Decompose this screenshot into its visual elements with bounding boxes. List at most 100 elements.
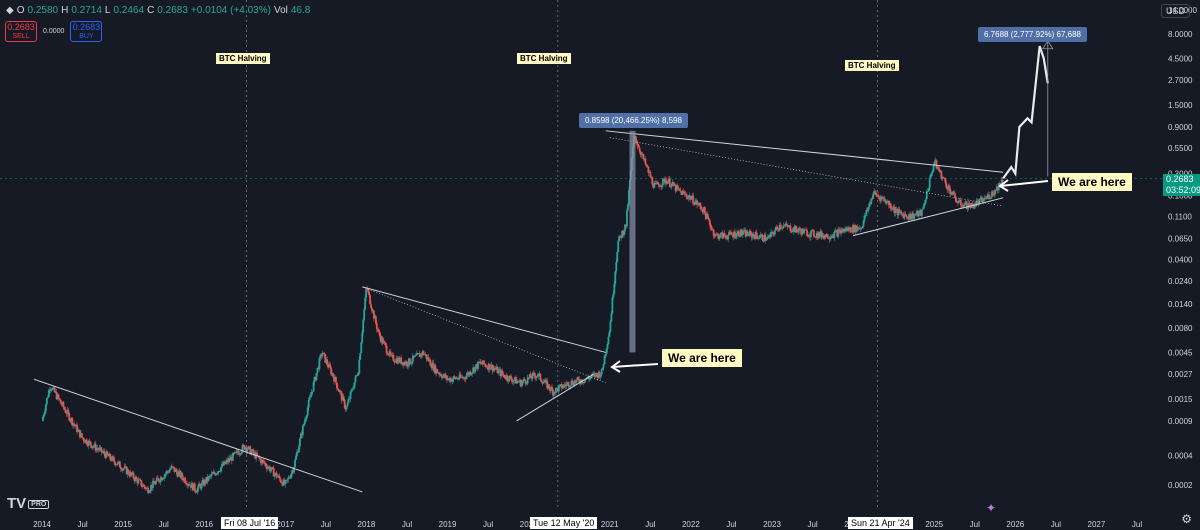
y-tick-label: 8.0000: [1168, 30, 1193, 39]
candle-body: [503, 374, 506, 378]
candle-body: [368, 291, 370, 295]
candle-body: [186, 483, 188, 486]
candle-body: [432, 362, 435, 371]
last-price-tag: 0.2683 03:52:09: [1163, 174, 1200, 196]
candle-body: [89, 441, 92, 446]
candle-body: [576, 377, 579, 380]
candle-body: [570, 380, 573, 386]
candle-body: [404, 361, 406, 365]
y-tick-label: 0.0045: [1168, 348, 1193, 357]
candle-body: [104, 454, 107, 458]
candle-body: [421, 351, 424, 356]
candle-body: [217, 471, 220, 474]
x-tick-label: 2026: [1006, 520, 1024, 529]
candle-body: [812, 230, 815, 237]
candle-body: [744, 230, 747, 237]
candle-body: [343, 399, 346, 408]
candle-body: [71, 418, 74, 426]
candle-body: [458, 374, 461, 379]
candle-body: [862, 220, 865, 227]
candle-body: [185, 482, 187, 484]
candle-body: [752, 234, 755, 236]
candle-body: [234, 451, 237, 453]
candle-body: [342, 396, 345, 400]
candle-body: [674, 184, 677, 191]
candle-body: [938, 169, 941, 172]
candle-body: [928, 178, 931, 188]
candle-body: [602, 364, 605, 368]
candle-body: [276, 476, 279, 478]
candle-body: [521, 380, 524, 383]
candle-body: [935, 160, 938, 169]
candle-body: [779, 224, 782, 228]
candle-body: [195, 492, 198, 493]
candle-body: [660, 186, 662, 187]
tradingview-logo[interactable]: TV PRO: [7, 495, 50, 512]
candle-body: [825, 233, 828, 237]
candle-body: [582, 382, 585, 384]
candle-body: [895, 208, 898, 210]
candle-body: [232, 453, 235, 454]
candle-body: [218, 471, 221, 472]
candle-body: [348, 398, 351, 400]
sell-price: 0.2683: [7, 22, 35, 32]
x-tick-label: 2019: [439, 520, 457, 529]
candle-body: [337, 389, 340, 392]
candle-body: [180, 473, 183, 478]
candle-body: [385, 345, 388, 354]
candle-body: [876, 194, 879, 196]
candle-body: [227, 459, 229, 463]
candle-body: [401, 362, 404, 364]
candle-body: [426, 357, 429, 359]
candle-body: [917, 210, 919, 216]
candle-body: [266, 467, 269, 469]
candle-body: [675, 185, 678, 191]
candle-body: [574, 380, 577, 383]
candle-body: [200, 482, 203, 489]
candle-body: [690, 198, 693, 200]
candle-body: [578, 379, 581, 383]
candle-body: [784, 223, 787, 226]
candle-body: [698, 203, 700, 205]
symbol-icon[interactable]: ◆: [6, 5, 14, 16]
candle-body: [154, 480, 157, 485]
candle-body: [45, 398, 48, 405]
candle-body: [673, 184, 676, 186]
candle-body: [362, 319, 365, 333]
candle-body: [547, 384, 550, 389]
candle-body: [287, 477, 290, 480]
candle-body: [284, 481, 287, 485]
candle-body: [174, 469, 177, 472]
candle-body: [310, 392, 313, 396]
candle-body: [705, 213, 708, 219]
candle-body: [139, 479, 142, 481]
candle-body: [463, 377, 466, 379]
candle-body: [150, 485, 152, 491]
sell-button[interactable]: 0.2683 SELL: [5, 21, 37, 42]
candle-body: [77, 429, 79, 433]
candle-body: [125, 466, 128, 475]
candle-body: [273, 473, 276, 477]
emoji-icon[interactable]: ✦: [986, 501, 997, 515]
candle-body: [352, 388, 355, 390]
candle-body: [857, 228, 860, 230]
candle-body: [351, 389, 354, 391]
x-tick-label: 2015: [114, 520, 132, 529]
candle-body: [491, 364, 494, 371]
candle-body: [595, 373, 598, 375]
candle-body: [828, 238, 831, 240]
candle-body: [719, 233, 722, 238]
candle-body: [511, 379, 514, 383]
candle-body: [672, 181, 675, 186]
candle-body: [49, 388, 52, 390]
candle-body: [128, 474, 131, 477]
candle-body: [269, 469, 272, 472]
currency-selector[interactable]: USD: [1160, 4, 1190, 18]
candle-body: [665, 180, 667, 184]
buy-button[interactable]: 0.2683 BUY: [70, 21, 103, 42]
gear-icon[interactable]: ⚙: [1181, 512, 1192, 526]
candle-body: [103, 451, 106, 455]
candle-body: [163, 474, 166, 479]
candle-body: [937, 167, 940, 170]
